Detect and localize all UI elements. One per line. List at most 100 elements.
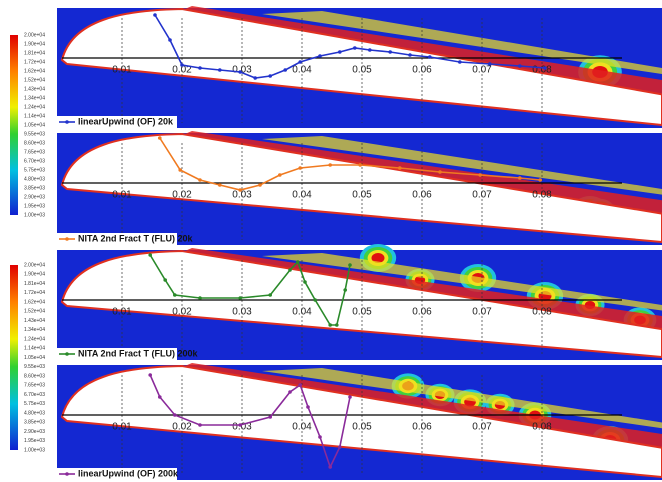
x-tick-label: 0.04 (292, 65, 312, 76)
data-point (180, 63, 184, 67)
colorbar-label: 1.05e+04 (24, 355, 45, 361)
colorbar-label: 1.52e+04 (24, 309, 45, 315)
colorbar-label: 4.80e+03 (24, 176, 45, 182)
colorbar-label: 1.95e+03 (24, 438, 45, 444)
x-tick-label: 0.01 (112, 422, 132, 433)
data-point (153, 13, 157, 17)
data-point (158, 395, 162, 399)
x-tick-label: 0.06 (412, 422, 432, 433)
colorbar-label: 9.55e+03 (24, 364, 45, 370)
colorbar-label: 5.75e+03 (24, 401, 45, 407)
colorbar-label: 1.14e+04 (24, 113, 45, 119)
data-point (538, 178, 542, 182)
data-point (408, 53, 412, 57)
x-tick-label: 0.08 (532, 65, 552, 76)
data-point (428, 55, 432, 59)
x-tick-label: 0.08 (532, 307, 552, 318)
x-tick-label: 0.07 (472, 422, 492, 433)
data-point (388, 50, 392, 54)
data-point (173, 413, 177, 417)
data-point (298, 383, 302, 387)
legend-marker (65, 120, 69, 124)
data-point (543, 66, 547, 70)
x-tick-label: 0.02 (172, 190, 192, 201)
x-tick-label: 0.07 (472, 307, 492, 318)
legend-label: NITA 2nd Fract T (FLU) 20k (78, 233, 194, 243)
data-point (198, 66, 202, 70)
x-tick-label: 0.03 (232, 190, 252, 201)
colorbar-label: 1.00e+03 (24, 447, 45, 453)
colorbar-label: 1.00e+03 (24, 212, 45, 218)
data-point (335, 323, 339, 327)
data-point (328, 323, 332, 327)
colorbar-label: 7.65e+03 (24, 383, 45, 389)
data-point (338, 445, 342, 449)
data-point (283, 68, 287, 72)
legend-label: linearUpwind (OF) 20k (78, 116, 174, 126)
data-point (178, 168, 182, 172)
data-point (173, 293, 177, 297)
colorbar-label: 2.90e+03 (24, 429, 45, 435)
data-point (358, 163, 362, 167)
x-tick-label: 0.01 (112, 65, 132, 76)
data-point (168, 38, 172, 42)
colorbar (10, 35, 18, 215)
data-point (343, 288, 347, 292)
x-tick-label: 0.07 (472, 65, 492, 76)
colorbar-label: 1.34e+04 (24, 95, 45, 101)
data-point (198, 178, 202, 182)
colorbar-label: 1.90e+04 (24, 272, 45, 278)
data-point (148, 253, 152, 257)
data-point (268, 74, 272, 78)
data-point (328, 163, 332, 167)
figure: 2.00e+041.90e+041.81e+041.72e+041.62e+04… (0, 0, 662, 482)
colorbar-label: 1.52e+04 (24, 77, 45, 83)
colorbar-label: 8.60e+03 (24, 373, 45, 379)
data-point (488, 62, 492, 66)
colorbar-label: 1.72e+04 (24, 59, 45, 65)
data-point (338, 50, 342, 54)
colorbar-label: 1.05e+04 (24, 122, 45, 128)
data-point (218, 68, 222, 72)
data-point (318, 54, 322, 58)
legend-label: linearUpwind (OF) 200k (78, 468, 179, 478)
x-tick-label: 0.05 (352, 422, 372, 433)
colorbar-label: 1.24e+04 (24, 336, 45, 342)
x-tick-label: 0.05 (352, 65, 372, 76)
colorbar-label: 1.24e+04 (24, 104, 45, 110)
data-point (398, 166, 402, 170)
x-tick-label: 0.01 (112, 190, 132, 201)
legend-marker (65, 472, 69, 476)
data-point (148, 373, 152, 377)
data-point (238, 423, 242, 427)
x-tick-label: 0.05 (352, 307, 372, 318)
x-tick-label: 0.03 (232, 307, 252, 318)
data-point (298, 166, 302, 170)
colorbar-label: 3.85e+03 (24, 420, 45, 426)
colorbar-label: 1.34e+04 (24, 327, 45, 333)
x-tick-label: 0.06 (412, 307, 432, 318)
data-point (368, 48, 372, 52)
colorbar-label: 1.43e+04 (24, 86, 45, 92)
data-point (238, 70, 242, 74)
colorbar-label: 1.72e+04 (24, 290, 45, 296)
x-tick-label: 0.05 (352, 190, 372, 201)
data-point (306, 405, 310, 409)
colorbar-label: 2.00e+04 (24, 32, 45, 38)
panel: 0.010.020.030.040.050.060.070.08linearUp… (57, 6, 662, 128)
data-point (518, 64, 522, 68)
colorbar (10, 265, 18, 450)
colorbar-label: 5.75e+03 (24, 167, 45, 173)
legend-marker (65, 237, 69, 241)
colorbar-label: 1.14e+04 (24, 346, 45, 352)
colorbar-label: 7.65e+03 (24, 149, 45, 155)
data-point (198, 296, 202, 300)
colorbar-label: 6.70e+03 (24, 392, 45, 398)
colorbar-label: 6.70e+03 (24, 158, 45, 164)
data-point (318, 435, 322, 439)
x-tick-label: 0.04 (292, 422, 312, 433)
data-point (518, 176, 522, 180)
colorbar-label: 2.00e+04 (24, 262, 45, 268)
data-point (313, 298, 317, 302)
colorbar-label: 3.85e+03 (24, 185, 45, 191)
